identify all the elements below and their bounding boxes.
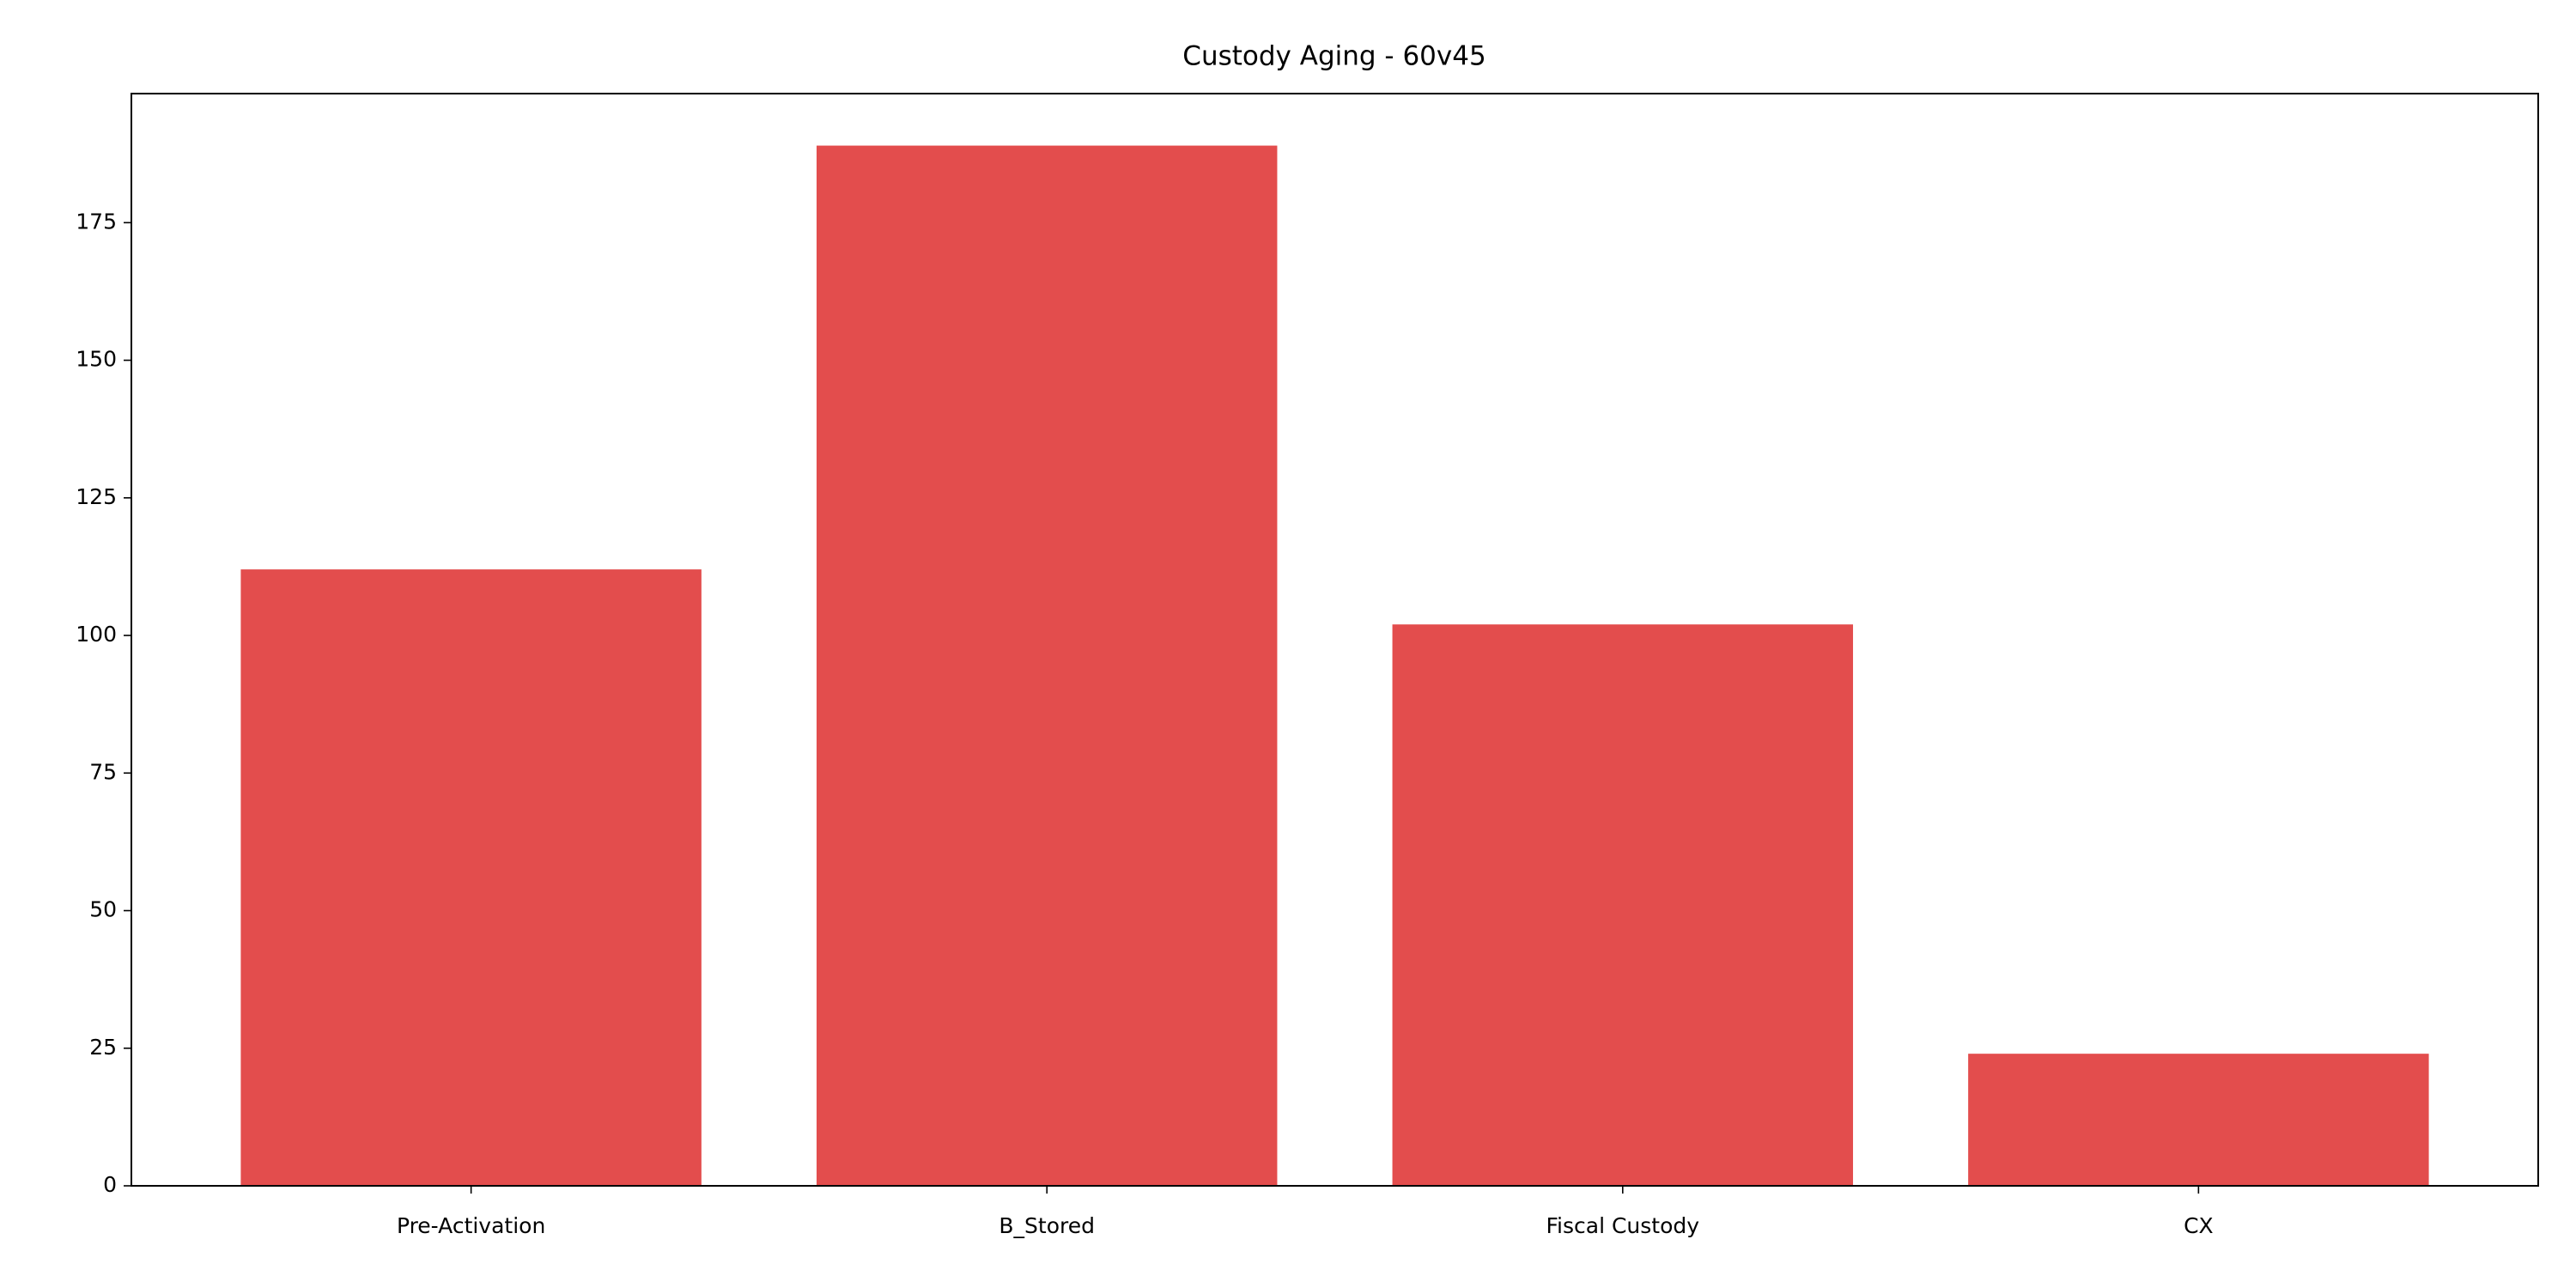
y-tick-label: 25 (89, 1035, 117, 1060)
y-tick-label: 50 (89, 897, 117, 922)
plot-frame (131, 93, 2539, 1187)
x-tick-label: Pre-Activation (397, 1213, 545, 1238)
y-tick-label: 150 (76, 347, 117, 372)
y-tick-label: 75 (89, 759, 117, 784)
y-tick-label: 100 (76, 622, 117, 647)
bar (1392, 624, 1854, 1186)
x-tick-label: CX (2184, 1213, 2214, 1238)
bar (816, 145, 1278, 1187)
y-tick-label: 0 (103, 1172, 117, 1197)
y-tick-label: 125 (76, 484, 117, 509)
chart-title: Custody Aging - 60v45 (1182, 41, 1485, 72)
x-tick-label: Fiscal Custody (1546, 1213, 1699, 1238)
bar (240, 569, 702, 1186)
bar (1968, 1054, 2429, 1186)
y-tick-label: 175 (76, 209, 117, 234)
x-tick-label: B_Stored (999, 1213, 1095, 1238)
